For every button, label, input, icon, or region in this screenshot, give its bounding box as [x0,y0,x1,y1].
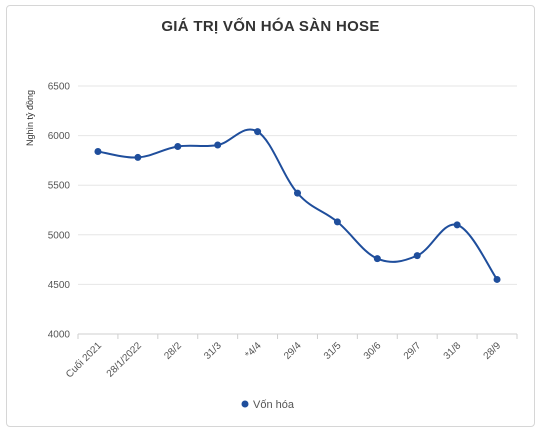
x-tick-label: Cuối 2021 [63,339,104,380]
x-tick-label: *4/4 [243,340,264,361]
legend-marker [241,400,249,408]
data-point-7 [373,255,381,263]
x-tick-label: 31/8 [442,340,464,362]
x-tick-label: 31/5 [322,340,344,362]
chart-frame [6,5,535,427]
data-point-9 [453,221,461,229]
data-point-3 [214,141,222,149]
legend: Vốn hóa [241,399,295,411]
data-point-10 [493,275,501,283]
x-tick-label: 29/4 [282,340,304,362]
series-points [94,128,501,283]
legend-label-von-hoa: Vốn hóa [253,399,295,411]
x-tick-label: 30/6 [362,340,384,362]
series-line-von-hoa [97,128,498,281]
x-tick-label: 29/7 [402,340,424,362]
y-axis-ticks: 4000 4500 5000 5500 6000 6500 [48,82,71,341]
x-tick-label: 28/1/2022 [105,340,145,380]
x-axis-ticks: Cuối 2021 28/1/2022 28/2 31/3 *4/4 29/4 31/5 30… [63,334,518,380]
data-point-0 [94,147,102,155]
data-point-4 [254,128,262,136]
data-point-6 [333,218,341,226]
y-tick-label-4500: 4500 [48,280,71,291]
chart-title: GIÁ TRỊ VỐN HÓA SÀN HOSE [161,18,380,35]
y-axis-label: Nghìn tỷ đồng [25,90,35,146]
x-tick-label: 28/2 [162,340,184,362]
data-point-8 [413,252,421,260]
gridlines [78,85,517,335]
y-tick-label-6000: 6000 [48,131,71,142]
y-tick-label-6500: 6500 [48,82,71,93]
data-point-2 [174,143,182,151]
data-point-1 [134,153,142,161]
x-tick-label: 31/3 [202,340,224,362]
y-tick-label-5500: 5500 [48,181,71,192]
y-tick-label-5000: 5000 [48,230,71,241]
y-tick-label-4000: 4000 [48,330,71,341]
data-point-5 [294,189,301,197]
x-tick-label: 28/9 [482,340,504,362]
